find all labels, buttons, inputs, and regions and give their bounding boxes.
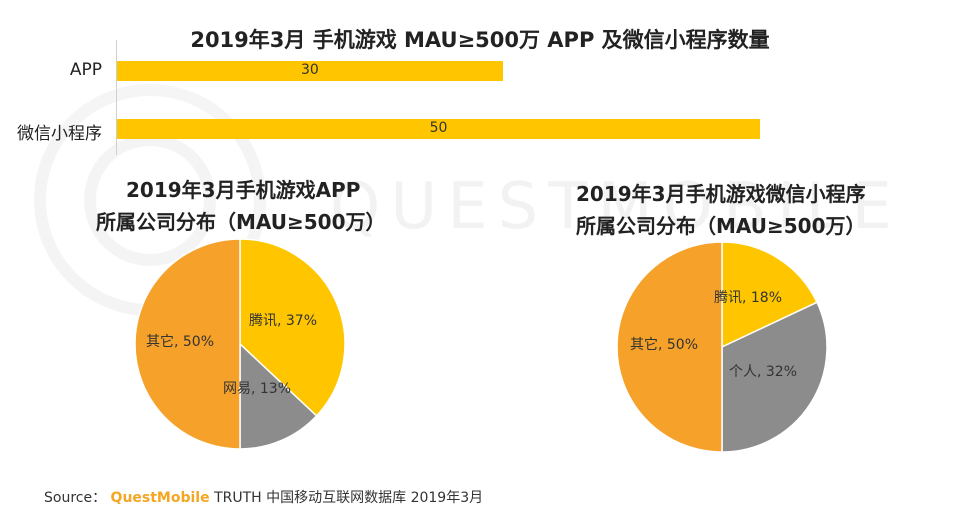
source-line: Source： QuestMobile TRUTH 中国移动互联网数据库 201… <box>44 487 483 507</box>
bar-label-app: APP <box>69 60 102 80</box>
pie2-slice-label-1: 个人, 32% <box>729 364 797 380</box>
source-rest: TRUTH 中国移动互联网数据库 2019年3月 <box>214 490 484 506</box>
source-brand: QuestMobile <box>110 490 210 506</box>
bar-label-miniprogram: 微信小程序 <box>17 124 102 144</box>
pie1-slice-0 <box>239 238 346 417</box>
pie-app-title: 2019年3月手机游戏APP 所属公司分布（MAU≥500万） <box>96 174 386 238</box>
pie-app-title-line2: 所属公司分布（MAU≥500万） <box>96 210 386 234</box>
pie2-slice-label-0: 腾讯, 18% <box>714 289 782 306</box>
source-prefix: Source： <box>44 490 107 506</box>
pie2-slice-2 <box>616 241 723 453</box>
pie2-slice-0 <box>721 241 819 349</box>
pie1-slice-1 <box>239 342 318 450</box>
pie-miniprogram-title-line1: 2019年3月手机游戏微信小程序 <box>576 182 866 206</box>
bar-miniprogram <box>117 119 760 139</box>
bar-axis-line <box>116 40 117 155</box>
bar-value-miniprogram: 50 <box>429 120 448 136</box>
pie-miniprogram-title: 2019年3月手机游戏微信小程序 所属公司分布（MAU≥500万） <box>576 178 866 242</box>
pie-app-title-line1: 2019年3月手机游戏APP <box>126 178 361 202</box>
bar-value-app: 30 <box>300 62 319 78</box>
pie2-slice-label-2: 其它, 50% <box>630 336 698 353</box>
bar-chart-title: 2019年3月 手机游戏 MAU≥500万 APP 及微信小程序数量 <box>190 28 770 52</box>
pie1-slice-label-0: 腾讯, 37% <box>249 312 317 329</box>
bar-app <box>117 61 503 81</box>
pie1-slice-label-1: 网易, 13% <box>223 381 291 397</box>
pie1-slice-label-2: 其它, 50% <box>146 333 214 350</box>
pie-miniprogram-title-line2: 所属公司分布（MAU≥500万） <box>576 214 866 238</box>
pie2-slice-1 <box>721 301 828 453</box>
pie-miniprogram: 腾讯, 18% 个人, 32% 其它, 50% <box>616 241 828 453</box>
pie-app: 腾讯, 37% 网易, 13% 其它, 50% <box>134 238 346 450</box>
pie1-slice-2 <box>134 238 241 450</box>
